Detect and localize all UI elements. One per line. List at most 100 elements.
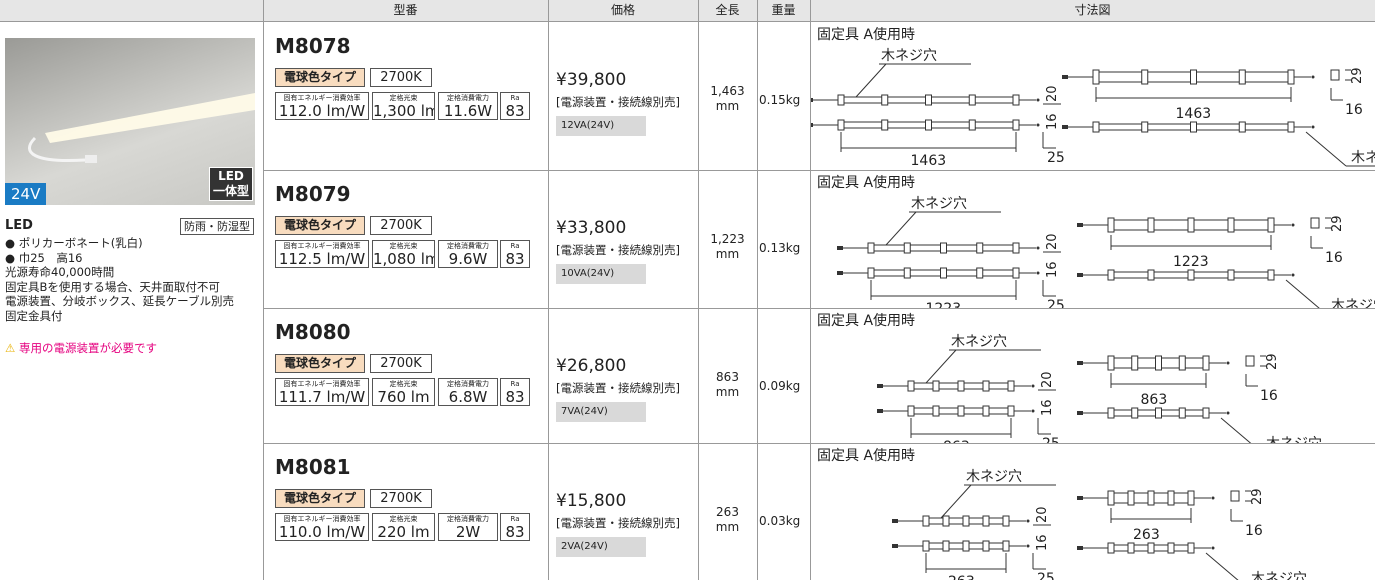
clip: [1178, 407, 1186, 419]
spec-box: 定格光束 1,080 lm: [372, 240, 435, 268]
clip: [1155, 355, 1162, 371]
cord-end: [1211, 496, 1215, 500]
clip: [1127, 490, 1135, 506]
cord-end: [1226, 411, 1230, 415]
clip: [1107, 490, 1115, 506]
price: ¥15,800: [556, 491, 627, 511]
plug: [1077, 273, 1083, 277]
clip: [1147, 490, 1155, 506]
spec-label: 固有エネルギー消費効率: [283, 380, 361, 388]
clip: [1187, 269, 1195, 281]
spec-label: 定格消費電力: [447, 515, 489, 523]
screw-label-a: 木ネジ穴: [966, 469, 1022, 485]
cord-end: [1026, 519, 1030, 523]
dimension-diagram: 固定具 A使用時固定具 B使用時木ネジ穴263201625263木ネジ穴2916: [817, 447, 1307, 580]
length: 263: [716, 505, 739, 519]
length-a: 1223: [926, 301, 962, 308]
spec-box: 定格光束 760 lm: [372, 378, 435, 406]
plug: [811, 98, 813, 102]
diagram-line: [925, 349, 957, 384]
clip: [1178, 355, 1186, 371]
clip: [1202, 407, 1210, 419]
clip: [1238, 69, 1246, 85]
feature: 光源寿命40,000時間: [5, 265, 115, 279]
cord-end: [1031, 409, 1035, 413]
led-badge: LED 一体型: [208, 167, 253, 201]
clip: [1187, 542, 1195, 554]
spec-label: 固有エネルギー消費効率: [283, 242, 361, 250]
model: M8081: [275, 455, 351, 479]
row-rule: [263, 443, 1375, 444]
column-rule: [263, 0, 264, 580]
dim-a-25: 25: [1047, 298, 1065, 308]
plug: [811, 123, 813, 127]
screw-label-b: 木ネジ穴: [1251, 571, 1307, 580]
cord-end: [1311, 75, 1315, 79]
plug: [877, 384, 883, 388]
model: M8079: [275, 182, 351, 206]
plug: [1077, 411, 1083, 415]
clip: [968, 94, 976, 106]
spec-box: 定格消費電力 11.6W: [438, 92, 498, 120]
feature: 電源装置、分岐ボックス、延長ケーブル別売: [5, 294, 234, 308]
spec-label: 定格光束: [389, 515, 418, 523]
dimension-diagram: 固定具 A使用時固定具 B使用時木ネジ穴12232016251223木ネジ穴29…: [817, 174, 1375, 308]
cord-end: [1036, 123, 1040, 127]
dim-b-16: 16: [1260, 388, 1278, 404]
clip: [1190, 121, 1197, 133]
clip: [907, 380, 915, 392]
clip: [957, 380, 965, 392]
plug: [1077, 546, 1083, 550]
spec-value: 83: [505, 523, 525, 541]
spec-value: 112.0 lm/W: [278, 102, 366, 120]
length-unit: mm: [715, 520, 740, 534]
spec-label: 固有エネルギー消費効率: [283, 515, 361, 523]
spec-box: 固有エネルギー消費効率 110.0 lm/W: [275, 513, 369, 541]
column-header: 寸法図: [810, 0, 1375, 22]
clip: [932, 380, 940, 392]
spec-value: 2W: [455, 523, 481, 541]
spec-label: 定格消費電力: [447, 380, 489, 388]
dim-b-29: 29: [1265, 353, 1280, 370]
fixture-a-label: 固定具 A使用時: [817, 312, 915, 329]
dim-a-20: 20: [1035, 506, 1050, 523]
spec-box: 定格消費電力 6.8W: [438, 378, 498, 406]
spec-box: 定格消費電力 2W: [438, 513, 498, 541]
color-type: 電球色タイプ: [275, 489, 365, 508]
clip: [1141, 121, 1149, 133]
badge-line: 一体型: [212, 184, 249, 198]
clip: [1012, 242, 1020, 254]
spec-label: 固有エネルギー消費効率: [283, 94, 361, 102]
clip: [1147, 217, 1155, 233]
profile: [1230, 490, 1240, 502]
clip: [932, 405, 940, 417]
feature: ● 巾25 高16: [5, 250, 83, 265]
cord-end: [1291, 273, 1295, 277]
power: 7VA(24V): [556, 402, 646, 422]
clip: [925, 94, 932, 106]
spec-value: 1,300 lm: [373, 102, 435, 120]
fixture-a-label: 固定具 A使用時: [817, 174, 915, 191]
model: M8078: [275, 34, 351, 58]
length-unit: mm: [715, 247, 740, 261]
product-image: 24V LED 一体型: [5, 38, 255, 205]
clip: [1187, 490, 1195, 506]
clip: [1147, 269, 1155, 281]
color-temp: 2700K: [370, 216, 432, 235]
color-type: 電球色タイプ: [275, 216, 365, 235]
spec-value: 11.6W: [443, 102, 493, 120]
plug: [877, 409, 883, 413]
dim-a-16: 16: [1040, 399, 1055, 416]
plug: [1077, 223, 1083, 227]
dim-a-25: 25: [1042, 436, 1060, 443]
spec-label: 定格光束: [389, 94, 418, 102]
column-header: 全長: [698, 0, 757, 22]
dim-a-16: 16: [1045, 261, 1060, 278]
model: M8080: [275, 320, 351, 344]
dimension-diagram: 固定具 A使用時固定具 B使用時木ネジ穴14632016251463木ネジ穴29…: [811, 26, 1375, 169]
spec-value: 83: [505, 388, 525, 406]
clip: [1155, 407, 1162, 419]
clip: [1287, 121, 1295, 133]
plug: [892, 544, 898, 548]
